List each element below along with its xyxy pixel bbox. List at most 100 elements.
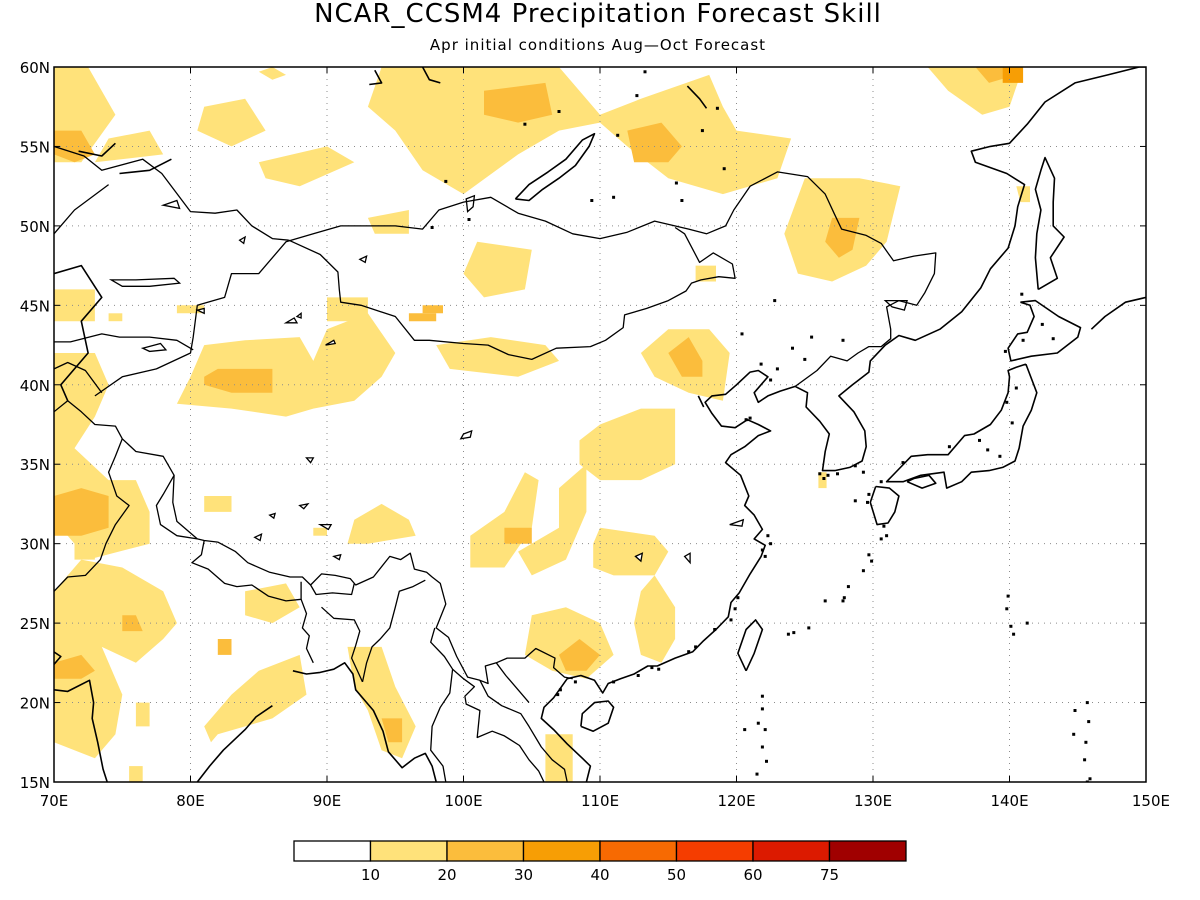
- colorbar-swatch: [446, 840, 525, 862]
- island-dot: [1020, 292, 1024, 296]
- y-tick-label: 35N: [20, 456, 50, 474]
- skill-region: [54, 654, 95, 679]
- lake-outline: [108, 277, 182, 287]
- country-border: [430, 669, 454, 782]
- skill-region: [593, 527, 669, 576]
- map-area: [54, 67, 1146, 782]
- lake-outline: [160, 199, 181, 210]
- island-dot: [760, 548, 764, 552]
- island-dot: [791, 346, 794, 350]
- country-border: [54, 184, 109, 235]
- colorbar-swatch: [828, 840, 907, 862]
- skill-region: [313, 527, 327, 536]
- coastline: [737, 619, 764, 672]
- island-dot: [759, 362, 763, 366]
- lake-outline: [253, 532, 263, 542]
- island-dot: [870, 559, 874, 563]
- island-dot: [700, 129, 704, 133]
- colorbar-label: 20: [437, 866, 456, 884]
- skill-region: [204, 654, 307, 743]
- island-dot: [722, 167, 726, 171]
- island-dot: [1087, 720, 1091, 724]
- skill-region: [818, 472, 827, 489]
- island-dot: [822, 477, 826, 480]
- island-dot: [1014, 386, 1018, 390]
- skill-region: [470, 472, 539, 568]
- coastline: [885, 363, 1038, 489]
- y-tick-label: 30N: [20, 536, 50, 554]
- island-dot: [715, 106, 719, 110]
- island-dot: [1009, 624, 1013, 628]
- skill-region: [347, 503, 416, 544]
- country-border: [54, 400, 123, 440]
- skill-region: [327, 297, 368, 322]
- island-dot: [853, 499, 857, 503]
- lake-outline: [305, 457, 315, 464]
- colorbar-label: 75: [820, 866, 839, 884]
- lake-outline: [238, 235, 247, 245]
- lake-outline: [283, 317, 299, 324]
- island-dot: [1072, 732, 1076, 736]
- island-dot: [760, 707, 764, 711]
- island-dot: [713, 628, 717, 631]
- island-dot: [765, 759, 768, 763]
- skill-region: [54, 289, 95, 322]
- country-border: [155, 474, 198, 540]
- country-border: [495, 662, 530, 704]
- coastline: [119, 158, 172, 175]
- lake-outline: [298, 502, 310, 510]
- skill-region: [668, 337, 703, 377]
- island-dot: [867, 492, 871, 496]
- skill-region: [1002, 67, 1024, 83]
- island-dot: [1051, 337, 1055, 341]
- coastline: [580, 700, 615, 733]
- island-dot: [680, 199, 684, 202]
- axis-ticks: 70E 80E 90E 100E 110E 120E 130E 140E 150E 60N 55N 5…: [20, 59, 1170, 810]
- lakes-layer: [108, 194, 908, 565]
- coastline: [196, 705, 273, 782]
- coastline: [54, 679, 108, 782]
- coastline: [54, 264, 103, 402]
- island-dot: [612, 195, 616, 199]
- island-dot: [616, 133, 620, 137]
- island-dot: [766, 534, 770, 538]
- skill-region: [108, 313, 123, 322]
- lake-outline: [729, 518, 745, 527]
- island-dot: [635, 94, 639, 98]
- skill-region: [74, 543, 95, 560]
- x-tick-label: 110E: [581, 792, 619, 810]
- colorbar-swatch: [293, 840, 372, 862]
- skill-region: [634, 575, 676, 663]
- skill-region: [367, 210, 409, 234]
- y-tick-label: 50N: [20, 218, 50, 236]
- country-border: [288, 226, 736, 361]
- skill-region: [129, 766, 143, 782]
- island-dot: [775, 367, 779, 371]
- island-dot: [573, 680, 577, 684]
- island-dot: [733, 607, 737, 611]
- skill-region: [258, 67, 286, 80]
- island-dot: [786, 632, 790, 636]
- colorbar-swatch: [522, 840, 601, 862]
- island-dot: [846, 585, 850, 589]
- skill-region: [579, 408, 676, 481]
- coastline: [906, 474, 937, 489]
- skill-region: [825, 217, 860, 258]
- island-dot: [557, 110, 561, 113]
- island-dot: [1006, 594, 1010, 598]
- country-border: [94, 171, 937, 397]
- country-border: [300, 599, 314, 664]
- island-dot: [867, 553, 871, 557]
- coastline: [1007, 299, 1082, 362]
- island-dot: [556, 693, 560, 697]
- island-dot: [978, 438, 981, 442]
- colorbar-label: 10: [361, 866, 380, 884]
- island-dot: [650, 666, 654, 670]
- y-tick-label: 60N: [20, 59, 50, 77]
- skill-region: [258, 146, 355, 187]
- colorbar: 10 20 30 40 50 60 75: [293, 840, 907, 884]
- skill-region: [627, 122, 682, 163]
- island-dot: [1010, 421, 1014, 425]
- skill-region: [559, 639, 600, 671]
- colorbar-swatch: [599, 840, 678, 862]
